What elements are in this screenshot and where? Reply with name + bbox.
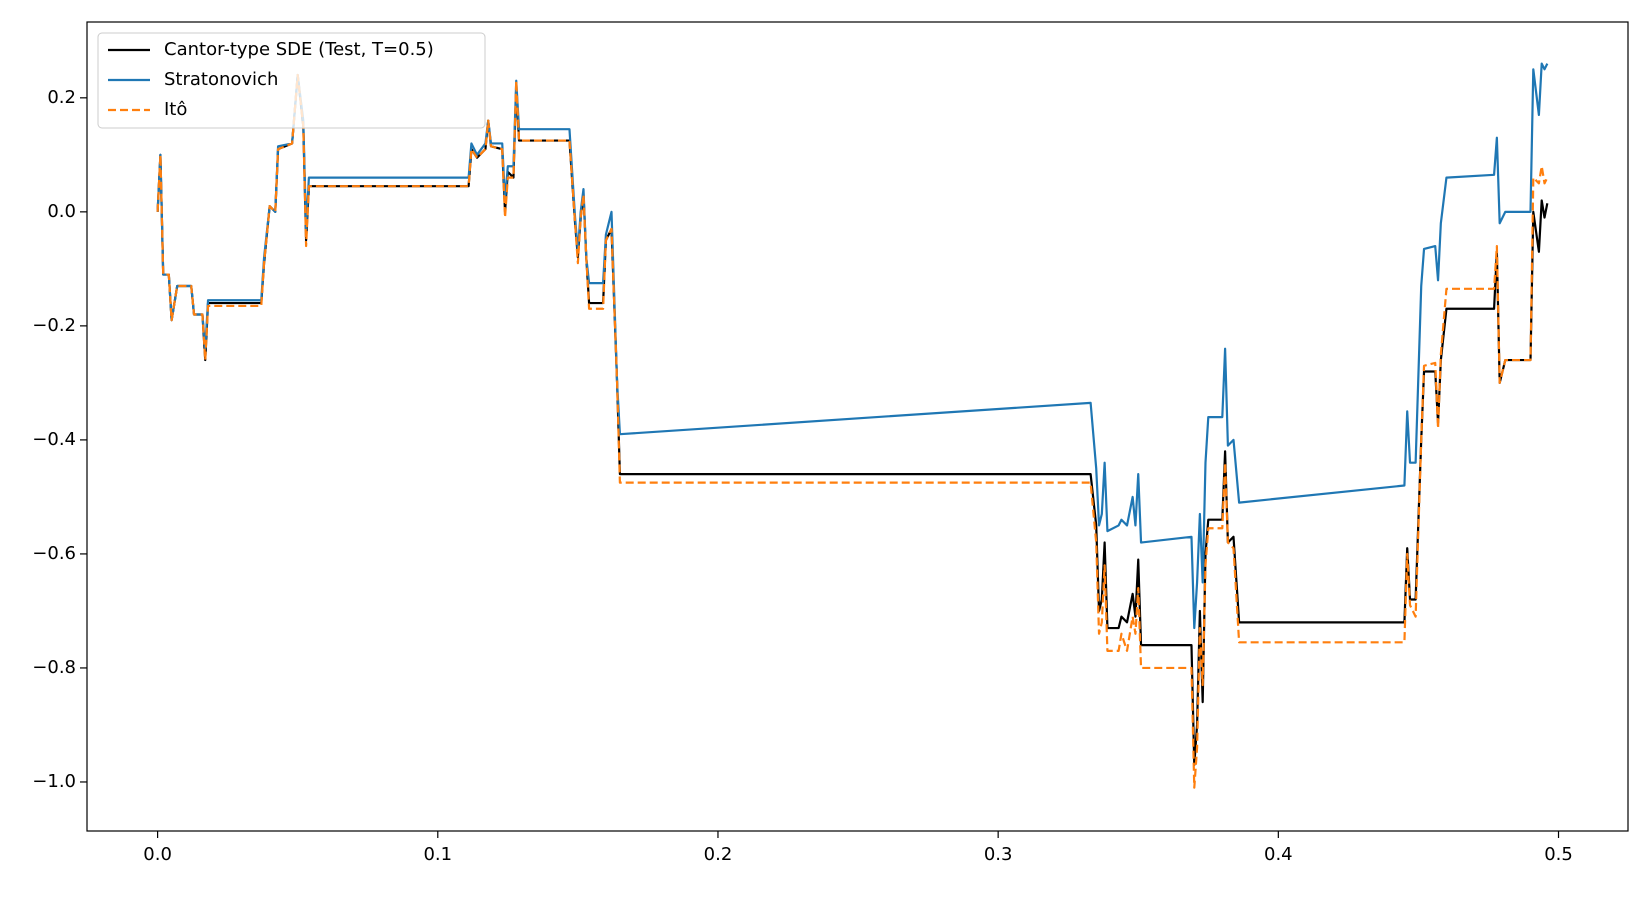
x-tick-label: 0.1: [423, 844, 452, 865]
x-tick-label: 0.2: [704, 844, 733, 865]
y-tick-label: −0.2: [32, 315, 76, 336]
legend-box: [97, 32, 486, 129]
x-tick-label: 0.0: [143, 844, 172, 865]
y-tick-label: −0.6: [32, 543, 76, 564]
x-tick-label: 0.4: [1264, 844, 1293, 865]
x-tick-label: 0.5: [1544, 844, 1573, 865]
y-tick-label: 0.0: [47, 201, 76, 222]
plot-frame: [86, 21, 1629, 832]
legend-label: Stratonovich: [164, 69, 278, 90]
x-tick-label: 0.3: [984, 844, 1013, 865]
series-line: [156, 62, 1549, 630]
y-tick-label: 0.2: [47, 87, 76, 108]
y-tick-label: −1.0: [32, 771, 76, 792]
series-line: [156, 73, 1549, 789]
legend-label: Cantor-type SDE (Test, T=0.5): [164, 39, 434, 60]
y-tick-label: −0.8: [32, 657, 76, 678]
y-tick-label: −0.4: [32, 429, 76, 450]
legend-label: Itô: [164, 99, 187, 120]
